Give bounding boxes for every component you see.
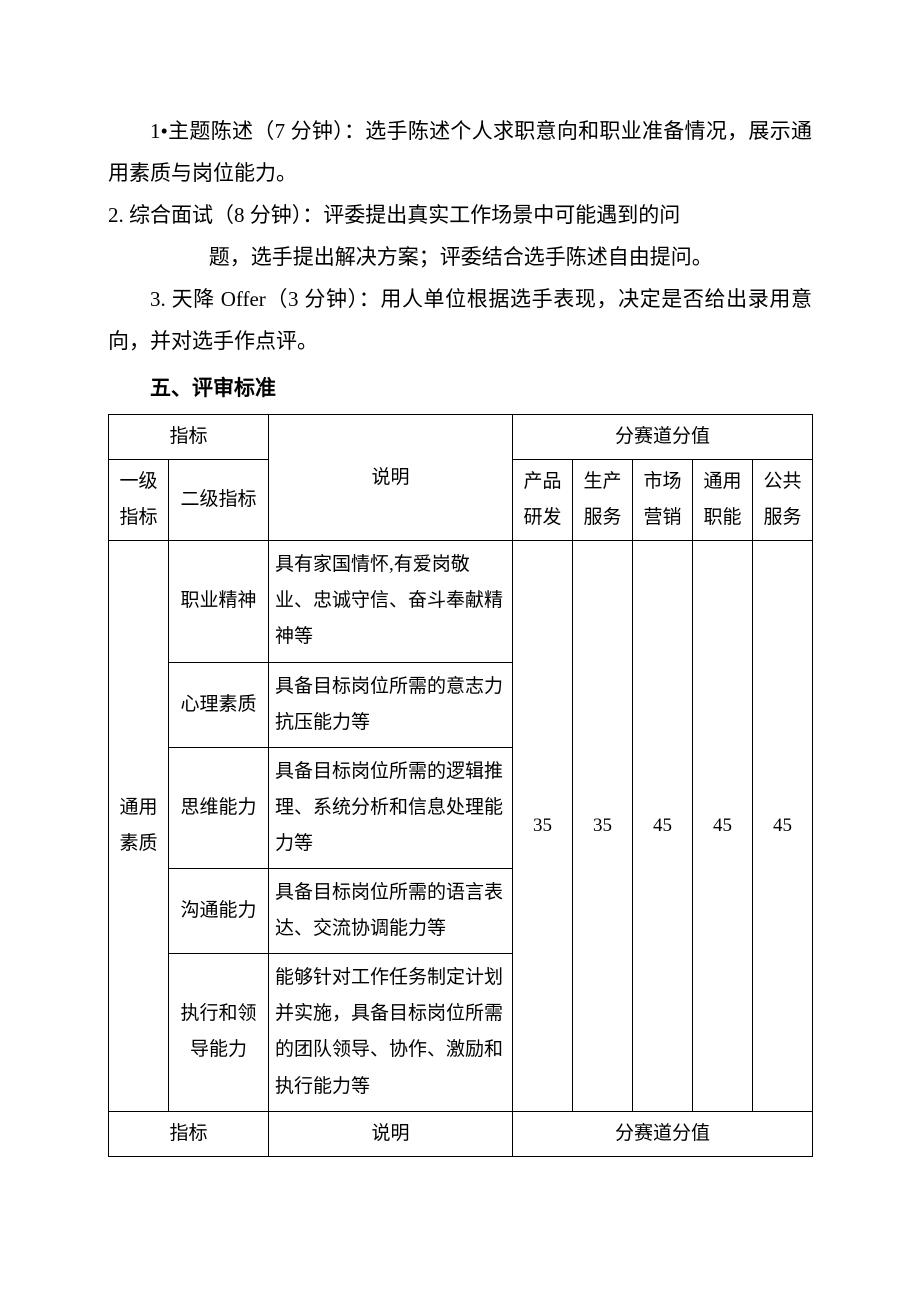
cell-level2: 思维能力: [169, 747, 269, 868]
th-description: 说明: [269, 415, 513, 541]
cell-desc: 具备目标岗位所需的逻辑推理、系统分析和信息处理能力等: [269, 747, 513, 868]
cell-desc: 具备目标岗位所需的语言表达、交流协调能力等: [269, 869, 513, 954]
th-description: 说明: [269, 1111, 513, 1156]
th-indicator: 指标: [109, 1111, 269, 1156]
cell-level1: 通用素质: [109, 541, 169, 1111]
document-page: 1•主题陈述（7 分钟）：选手陈述个人求职意向和职业准备情况，展示通用素质与岗位…: [0, 0, 920, 1302]
th-indicator: 指标: [109, 415, 269, 460]
paragraph-2b: 题，选手提出解决方案；评委结合选手陈述自由提问。: [108, 236, 812, 278]
cell-level2: 执行和领导能力: [169, 954, 269, 1111]
th-score-group: 分赛道分值: [513, 1111, 813, 1156]
cell-desc: 具有家国情怀,有爱岗敬业、忠诚守信、奋斗奉献精神等: [269, 541, 513, 662]
cell-score: 35: [513, 541, 573, 1111]
cell-score: 45: [693, 541, 753, 1111]
section-heading-5: 五、评审标准: [108, 368, 812, 410]
th-track-1: 产品研发: [513, 460, 573, 541]
table-row: 通用素质 职业精神 具有家国情怀,有爱岗敬业、忠诚守信、奋斗奉献精神等 35 3…: [109, 541, 813, 662]
paragraph-2a: 2. 综合面试（8 分钟）：评委提出真实工作场景中可能遇到的问: [108, 194, 812, 236]
th-track-3: 市场营销: [633, 460, 693, 541]
paragraph-3: 3. 天降 Offer（3 分钟）：用人单位根据选手表现，决定是否给出录用意向，…: [108, 278, 812, 362]
cell-level2: 沟通能力: [169, 869, 269, 954]
cell-desc: 能够针对工作任务制定计划并实施，具备目标岗位所需的团队领导、协作、激励和执行能力…: [269, 954, 513, 1111]
table-header-row: 指标 说明 分赛道分值: [109, 415, 813, 460]
rubric-table: 指标 说明 分赛道分值 一级指标 二级指标 产品研发 生产服务 市场营销 通用职…: [108, 414, 813, 1157]
cell-level2: 心理素质: [169, 662, 269, 747]
cell-score: 35: [573, 541, 633, 1111]
table-footer-row: 指标 说明 分赛道分值: [109, 1111, 813, 1156]
th-score-group: 分赛道分值: [513, 415, 813, 460]
th-track-4: 通用职能: [693, 460, 753, 541]
paragraph-1: 1•主题陈述（7 分钟）：选手陈述个人求职意向和职业准备情况，展示通用素质与岗位…: [108, 110, 812, 194]
th-track-2: 生产服务: [573, 460, 633, 541]
cell-score: 45: [753, 541, 813, 1111]
th-level2: 二级指标: [169, 460, 269, 541]
cell-level2: 职业精神: [169, 541, 269, 662]
th-level1: 一级指标: [109, 460, 169, 541]
cell-desc: 具备目标岗位所需的意志力抗压能力等: [269, 662, 513, 747]
th-track-5: 公共服务: [753, 460, 813, 541]
cell-score: 45: [633, 541, 693, 1111]
